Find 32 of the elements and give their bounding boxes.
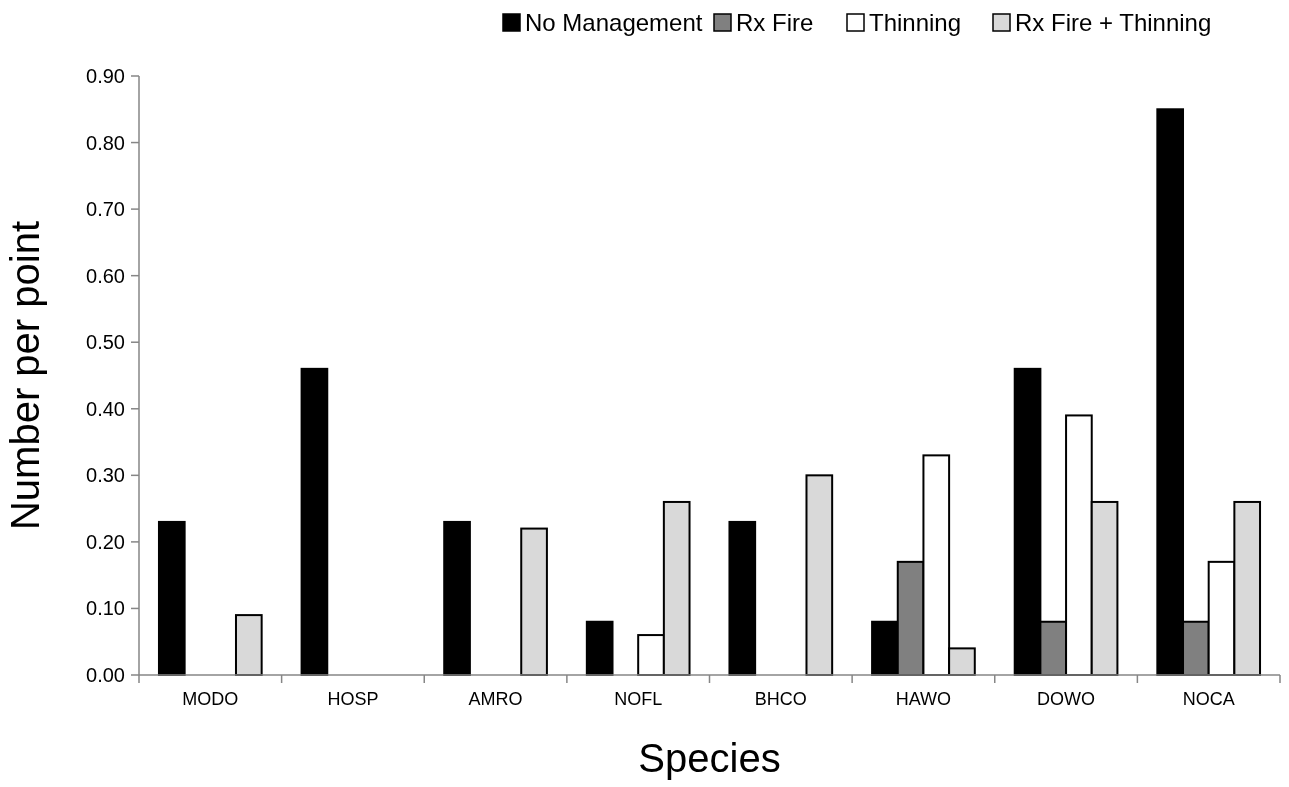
y-tick-label: 0.70 — [86, 198, 125, 221]
y-tick-label: 0.90 — [86, 65, 125, 87]
bar — [520, 527, 548, 676]
bar — [585, 620, 614, 676]
x-tick-label: HOSP — [327, 689, 379, 709]
x-tick-label: DOWO — [1037, 689, 1096, 709]
y-tick-label: 0.10 — [86, 597, 125, 620]
bar — [234, 614, 263, 676]
x-tick-label: AMRO — [468, 689, 523, 709]
bar — [157, 520, 186, 676]
bar — [443, 520, 471, 676]
y-tick-label: 0.20 — [86, 530, 125, 553]
legend-label: Rx Fire — [736, 9, 814, 36]
y-tick-label: 0.50 — [86, 331, 125, 354]
x-tick-label: NOFL — [614, 689, 663, 709]
y-tick-label: 0.30 — [86, 464, 125, 487]
bar — [300, 367, 329, 676]
legend-label: Rx Fire + Thinning — [1015, 9, 1212, 36]
y-tick-label: 0.40 — [86, 397, 125, 420]
y-axis-title: Number per point — [3, 220, 47, 531]
legend-label: No Management — [525, 9, 703, 36]
y-tick-label: 0.60 — [86, 264, 125, 287]
y-tick-label: 0.00 — [86, 664, 125, 686]
y-tick-label: 0.80 — [86, 131, 125, 154]
x-tick-label: MODO — [182, 689, 239, 709]
x-tick-label: BHCO — [754, 689, 807, 709]
legend-label: Thinning — [869, 9, 962, 36]
bar — [805, 474, 834, 676]
x-tick-label: NOCA — [1182, 689, 1235, 709]
x-tick-label: HAWO — [895, 689, 952, 709]
bar — [728, 520, 757, 676]
x-axis-title: Species — [638, 736, 781, 780]
